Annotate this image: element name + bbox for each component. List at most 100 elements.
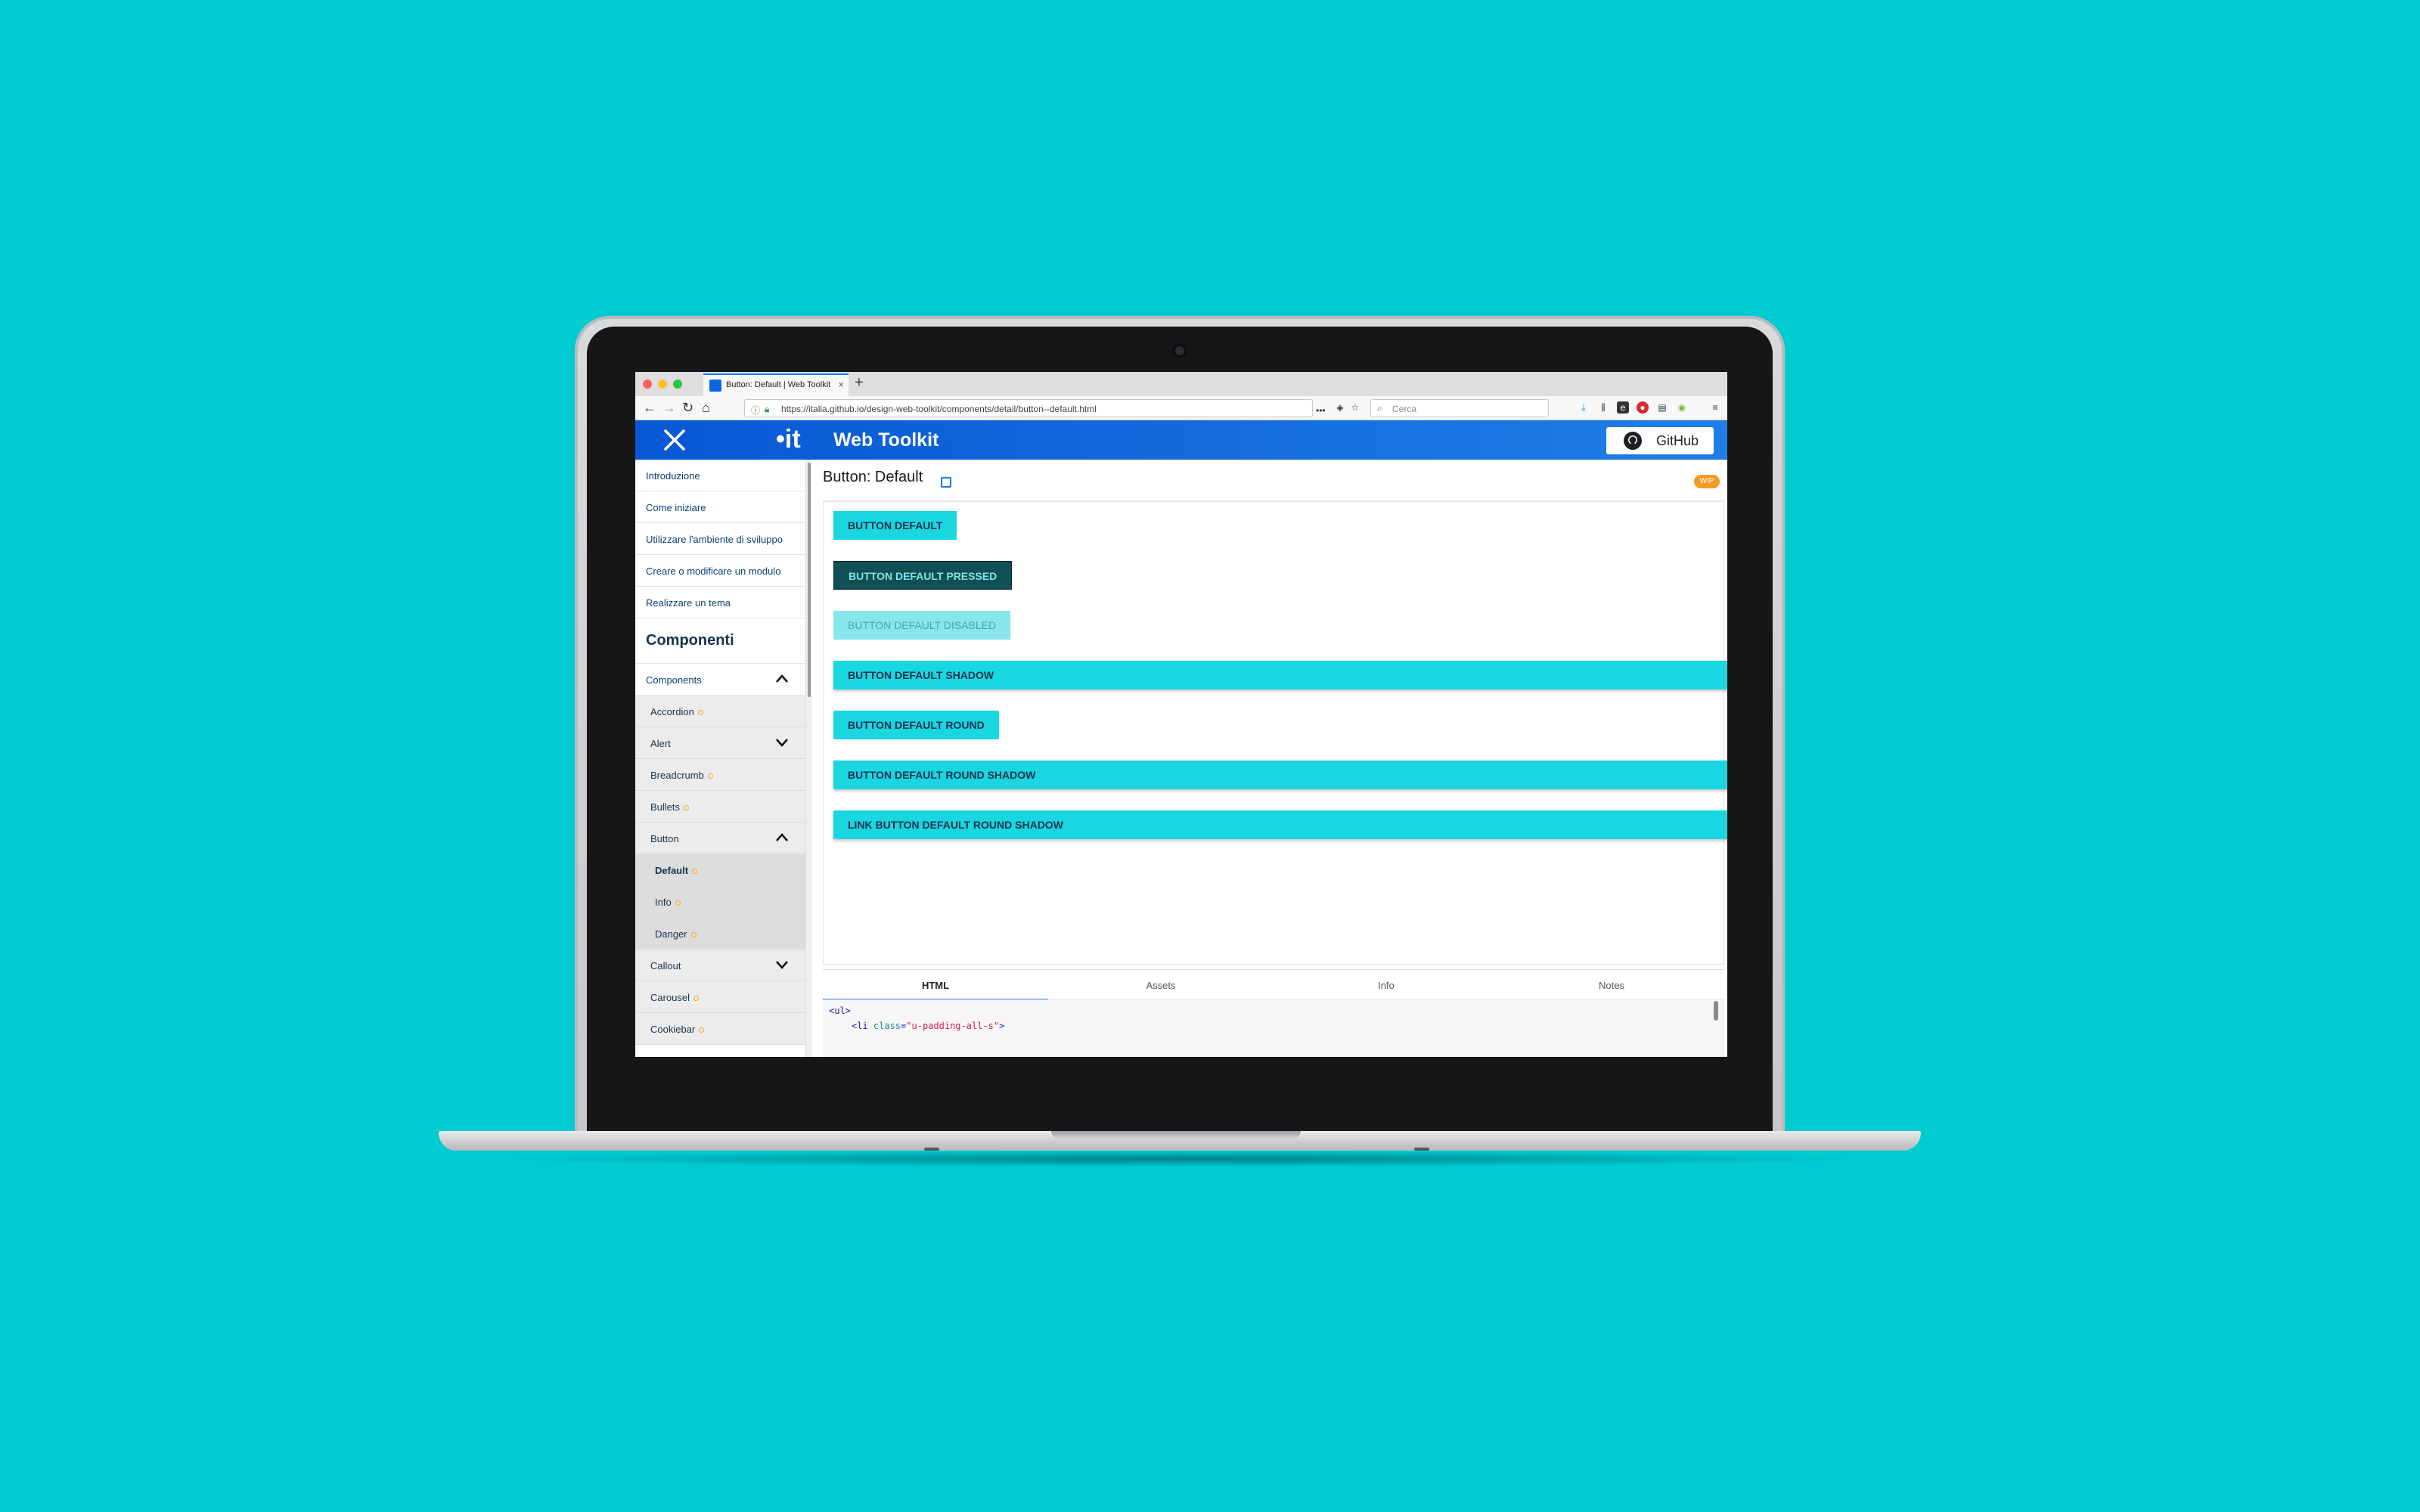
github-icon [1624, 432, 1642, 450]
sidebar-item-come-iniziare[interactable]: Come iniziare [635, 491, 805, 523]
wip-dot-icon [707, 773, 713, 779]
sidebar-group-components[interactable]: Components [635, 664, 805, 696]
sidebar-item-label: Breadcrumb [650, 770, 704, 781]
new-tab-button[interactable]: + [855, 374, 864, 391]
sidebar-item-label: Accordion [650, 706, 694, 717]
it-logo[interactable]: •it [776, 425, 801, 454]
link-button-default-round-shadow[interactable]: LINK BUTTON DEFAULT ROUND SHADOW [833, 810, 1727, 839]
sidebar-item-label: Bullets [650, 801, 681, 813]
sidebar-scrollbar[interactable] [806, 460, 812, 1057]
button-default[interactable]: BUTTON DEFAULT [833, 511, 957, 540]
close-menu-icon[interactable] [662, 428, 687, 452]
laptop-notch [1051, 1131, 1301, 1139]
sidebar-item-alert[interactable]: Alert [635, 727, 805, 759]
chevron-down-icon[interactable] [774, 957, 790, 972]
pocket-icon[interactable]: ◈ [1336, 402, 1344, 413]
browser-nav-bar: ← → ↻ ⌂ ⓘ 🔒︎ https://italia.github.io/de… [635, 396, 1727, 420]
sidebar-item-carousel[interactable]: Carousel [635, 981, 805, 1013]
sidebar-item-introduzione[interactable]: Introduzione [635, 460, 805, 491]
wip-dot-icon [697, 710, 703, 716]
search-input[interactable]: ⌕ Cerca [1370, 399, 1549, 417]
tab-assets[interactable]: Assets [1146, 980, 1176, 991]
browser-tab-title: Button: Default | Web Toolkit [726, 380, 831, 389]
sidebar-item-label: Button [650, 833, 679, 844]
sidebar-item-danger[interactable]: Danger [635, 918, 805, 950]
button-default-round-shadow[interactable]: BUTTON DEFAULT ROUND SHADOW [833, 761, 1727, 789]
chevron-down-icon[interactable] [774, 735, 790, 750]
lock-icon: 🔒︎ [765, 404, 770, 414]
minimize-window-icon[interactable] [658, 380, 667, 389]
sidebar-item-info[interactable]: Info [635, 886, 805, 918]
forward-icon[interactable]: → [662, 400, 676, 415]
github-button[interactable]: GitHub [1606, 427, 1714, 454]
extension-green-icon[interactable]: ◉ [1677, 402, 1686, 413]
reload-icon[interactable]: ↻ [682, 400, 694, 415]
bookmark-star-icon[interactable]: ☆ [1351, 402, 1360, 413]
browser-tab-bar: Button: Default | Web Toolkit × + [635, 372, 1727, 396]
close-tab-icon[interactable]: × [838, 379, 844, 390]
sidebar-item-label: Cookiebar [650, 1024, 696, 1035]
home-icon[interactable]: ⌂ [702, 400, 710, 415]
info-icon[interactable]: ⓘ [751, 405, 761, 416]
sidebar-item-bullets[interactable]: Bullets [635, 791, 805, 823]
sidebar-scrollbar-thumb[interactable] [808, 463, 811, 697]
sidebar-item-button[interactable]: Button [635, 823, 805, 854]
button-default-shadow[interactable]: BUTTON DEFAULT SHADOW [833, 661, 1727, 689]
more-actions-icon[interactable]: ••• [1316, 405, 1326, 416]
code-scrollbar-thumb[interactable] [1714, 1001, 1718, 1021]
wip-dot-icon [693, 996, 700, 1002]
sidebar-item-label: Alert [650, 738, 671, 749]
sidebar-toggle-icon[interactable]: ▤ [1658, 402, 1667, 413]
tab-notes[interactable]: Notes [1599, 980, 1624, 991]
github-label: GitHub [1656, 433, 1699, 448]
laptop-foot [924, 1148, 939, 1151]
extension-e-icon[interactable]: e [1617, 401, 1629, 414]
sidebar-section-componenti: Componenti [635, 618, 805, 664]
url-bar[interactable]: ⓘ 🔒︎ https://italia.github.io/design-web… [744, 399, 1313, 417]
camera-icon [1172, 343, 1187, 358]
close-window-icon[interactable] [643, 380, 652, 389]
laptop-shadow [484, 1151, 1876, 1167]
sidebar-item-label: Callout [650, 960, 681, 971]
open-in-new-window-icon[interactable] [941, 477, 951, 488]
favicon-icon [709, 380, 721, 392]
wip-dot-icon [684, 805, 690, 811]
code-view[interactable]: <ul> <li class="u-padding-all-s"> [823, 999, 1724, 1057]
wip-dot-icon [692, 869, 698, 875]
screen: Button: Default | Web Toolkit × + ← → ↻ … [635, 372, 1727, 1057]
adblock-icon[interactable]: ● [1637, 401, 1649, 414]
wip-dot-icon [675, 900, 681, 906]
hamburger-menu-icon[interactable]: ≡ [1712, 402, 1718, 413]
sidebar-item-creare-modulo[interactable]: Creare o modificare un modulo [635, 555, 805, 587]
sidebar-item-label: Default [655, 865, 689, 876]
sidebar-item-label: Info [655, 897, 672, 908]
wip-dot-icon [690, 932, 697, 938]
code-line: <ul> [829, 1005, 851, 1016]
wip-dot-icon [699, 1027, 705, 1033]
maximize-window-icon[interactable] [673, 380, 682, 389]
chevron-up-icon[interactable] [774, 830, 790, 845]
browser-tab[interactable]: Button: Default | Web Toolkit × [703, 373, 849, 396]
sidebar-item-callout[interactable]: Callout [635, 950, 805, 981]
sidebar-item-realizzare-tema[interactable]: Realizzare un tema [635, 587, 805, 618]
library-icon[interactable]: ⫼ [1601, 402, 1606, 413]
tab-info[interactable]: Info [1378, 980, 1395, 991]
back-icon[interactable]: ← [643, 400, 656, 415]
chevron-up-icon[interactable] [774, 671, 790, 686]
laptop-foot [1414, 1148, 1429, 1151]
tab-html[interactable]: HTML [823, 970, 1048, 1000]
sidebar-item-accordion[interactable]: Accordion [635, 696, 805, 727]
sidebar-nav: Introduzione Come iniziare Utilizzare l'… [635, 460, 806, 1057]
app-header: •it Web Toolkit GitHub [635, 420, 1727, 460]
button-default-round[interactable]: BUTTON DEFAULT ROUND [833, 711, 999, 739]
sidebar-item-ambiente-sviluppo[interactable]: Utilizzare l'ambiente di sviluppo [635, 523, 805, 555]
sidebar-group-label: Components [646, 674, 702, 686]
brand-title[interactable]: Web Toolkit [833, 429, 939, 451]
search-placeholder: Cerca [1392, 404, 1417, 414]
sidebar-item-default[interactable]: Default [635, 854, 805, 886]
download-icon[interactable]: ⤓ [1581, 402, 1586, 413]
button-default-pressed[interactable]: BUTTON DEFAULT PRESSED [833, 561, 1013, 590]
sidebar-item-cookiebar[interactable]: Cookiebar [635, 1013, 805, 1045]
sidebar-item-label: Danger [655, 928, 687, 940]
sidebar-item-breadcrumb[interactable]: Breadcrumb [635, 759, 805, 791]
